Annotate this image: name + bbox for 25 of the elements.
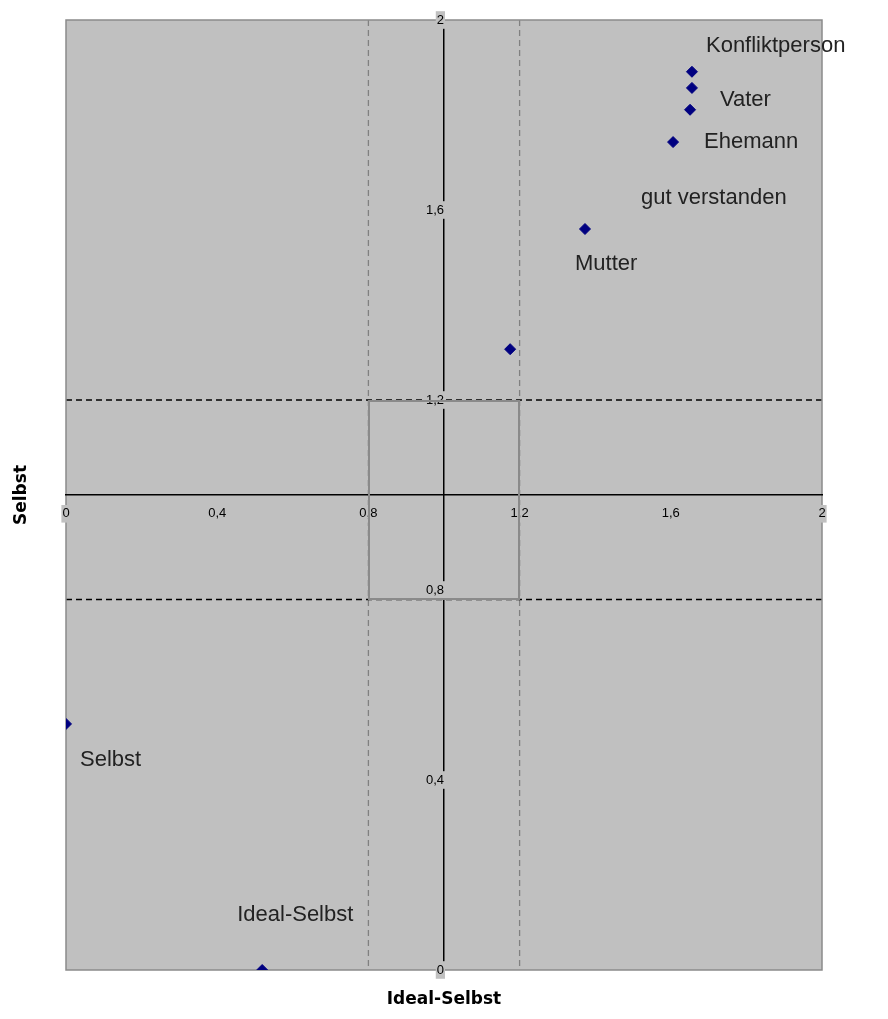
annotation: Ehemann [704, 127, 799, 153]
point [504, 343, 517, 356]
annotation: Vater [719, 85, 771, 111]
x-tick-label: 0,8 [359, 505, 378, 521]
y-axis-title: Selbst [10, 464, 31, 526]
y-tick-label: 0,8 [425, 581, 444, 597]
annotation: Ideal-Selbst [237, 901, 354, 927]
x-axis-title: Ideal-Selbst [386, 988, 502, 1009]
point [667, 136, 680, 149]
point [578, 223, 591, 235]
x-tick-label: 1,6 [661, 505, 680, 521]
annotation: Mutter [574, 250, 638, 276]
x-tick-label: 0,4 [208, 505, 227, 521]
annotation: Konfliktperson [705, 31, 846, 57]
annotation: gut verstanden [641, 184, 787, 210]
y-tick-label: 1,6 [425, 201, 444, 217]
point [685, 65, 698, 78]
point [684, 103, 697, 116]
x-tick-label: 2 [818, 505, 826, 521]
y-tick-label: 0,4 [425, 771, 444, 787]
x-tick-label: 0 [62, 505, 70, 521]
y-tick-label: 0 [436, 961, 444, 977]
point [685, 81, 698, 94]
annotation: Selbst [80, 746, 142, 772]
y-tick-label: 2 [436, 11, 444, 27]
